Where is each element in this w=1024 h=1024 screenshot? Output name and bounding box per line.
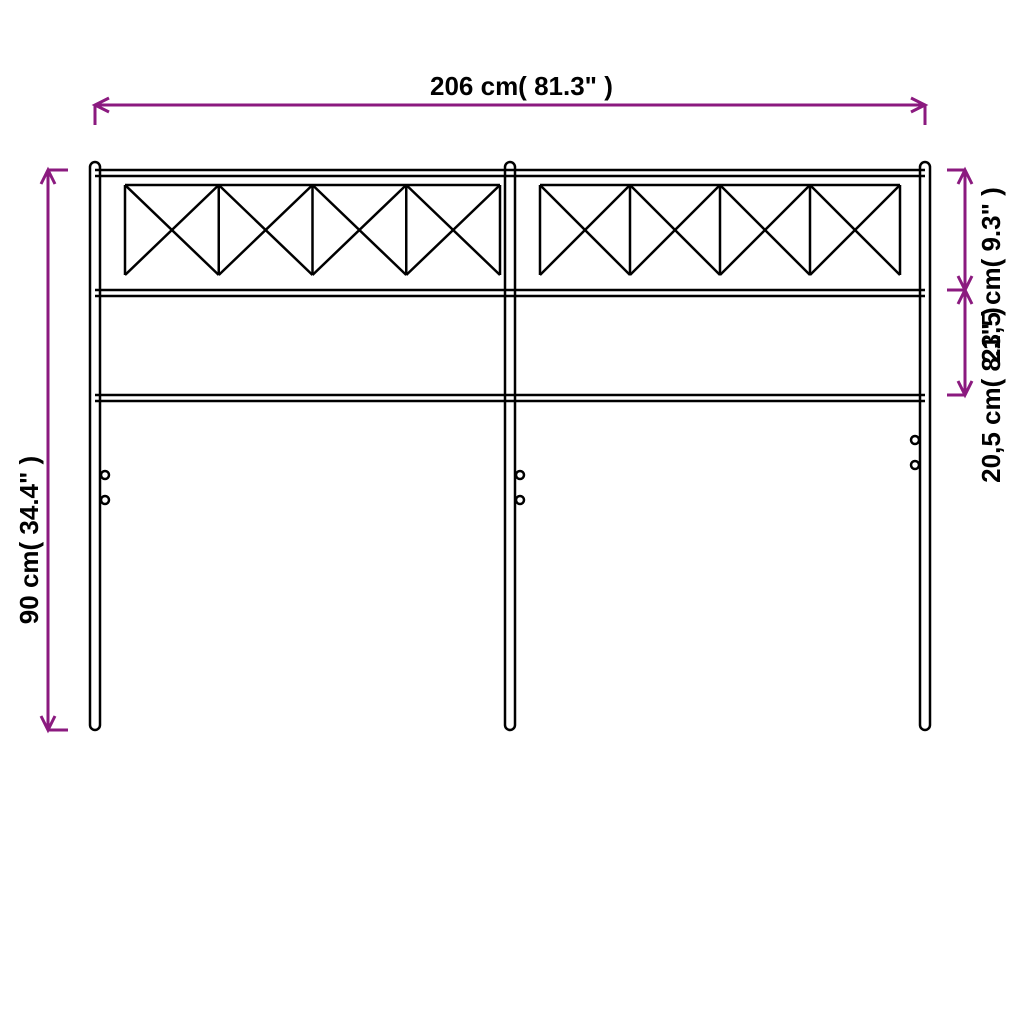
dim-mid-gap-label: 20,5 cm( 8.1" ) (976, 307, 1006, 483)
dim-height: 90 cm( 34.4" ) (14, 170, 68, 730)
dim-mid-gap: 20,5 cm( 8.1" ) (947, 290, 1006, 483)
dim-width-label: 206 cm( 81.3" ) (430, 71, 613, 101)
headboard-drawing (90, 162, 930, 730)
dim-width: 206 cm( 81.3" ) (95, 71, 925, 125)
dim-height-label: 90 cm( 34.4" ) (14, 456, 44, 624)
